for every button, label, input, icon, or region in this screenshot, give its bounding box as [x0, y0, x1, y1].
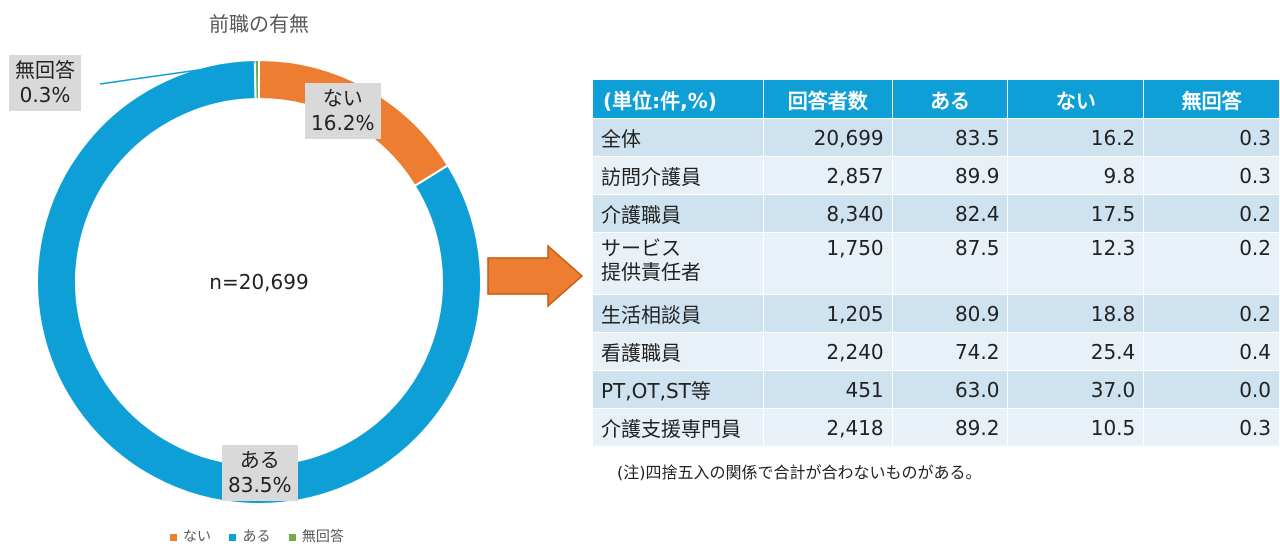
data-label-nai: ない 16.2% [305, 83, 381, 139]
legend-label-nai: ない [183, 529, 211, 545]
cell-nai: 10.5 [1007, 408, 1145, 447]
table-row: 生活相談員 1,205 80.9 18.8 0.2 [592, 294, 1280, 333]
table-row: 介護支援専門員 2,418 89.2 10.5 0.3 [592, 408, 1280, 447]
legend-item-noanswer: 無回答 [288, 529, 344, 545]
cell-nai: 16.2 [1007, 118, 1145, 157]
cell-respondents: 2,857 [762, 156, 893, 195]
legend-item-nai: ない [170, 529, 211, 545]
header-unit: (単位:件,%) [592, 79, 764, 119]
cell-respondents: 20,699 [762, 118, 893, 157]
table-row: 介護職員 8,340 82.4 17.5 0.2 [592, 194, 1280, 233]
legend-label-aru: ある [242, 529, 271, 545]
table-header-row: (単位:件,%) 回答者数 ある ない 無回答 [592, 79, 1280, 119]
leader-line-noanswer [99, 61, 256, 85]
cell-nai: 18.8 [1007, 294, 1145, 333]
data-label-aru: ある 83.5% [222, 445, 298, 501]
row-name: PT,OT,ST等 [592, 370, 764, 409]
cell-respondents: 1,205 [762, 294, 893, 333]
legend-swatch-noanswer [288, 533, 296, 541]
row-name: 全体 [592, 118, 764, 157]
header-nai: ない [1007, 79, 1145, 119]
chart-legend: ない ある 無回答 [170, 526, 358, 546]
cell-respondents: 1,750 [762, 232, 893, 295]
cell-nai: 12.3 [1007, 232, 1145, 295]
data-label-noanswer: 無回答 0.3% [9, 55, 81, 111]
row-name: 介護職員 [592, 194, 764, 233]
table-row: 全体 20,699 83.5 16.2 0.3 [592, 118, 1280, 157]
cell-aru: 74.2 [891, 332, 1009, 371]
cell-noanswer: 0.3 [1143, 156, 1280, 195]
row-name: サービス 提供責任者 [592, 232, 764, 295]
cell-noanswer: 0.2 [1143, 294, 1280, 333]
cell-noanswer: 0.2 [1143, 232, 1280, 295]
cell-respondents: 8,340 [762, 194, 893, 233]
cell-aru: 89.2 [891, 408, 1009, 447]
cell-respondents: 2,418 [762, 408, 893, 447]
legend-item-aru: ある [229, 529, 270, 545]
row-name: 訪問介護員 [592, 156, 764, 195]
donut-center-label: n=20,699 [209, 270, 309, 294]
cell-aru: 83.5 [891, 118, 1009, 157]
cell-nai: 17.5 [1007, 194, 1145, 233]
cell-aru: 87.5 [891, 232, 1009, 295]
cell-noanswer: 0.3 [1143, 118, 1280, 157]
data-label-noanswer-value: 0.3% [19, 83, 71, 107]
header-noanswer: 無回答 [1143, 79, 1280, 119]
right-arrow-icon [487, 244, 584, 308]
data-label-nai-category: ない [322, 86, 363, 110]
cell-noanswer: 0.2 [1143, 194, 1280, 233]
row-name-line2: 提供責任者 [601, 260, 701, 284]
header-aru: ある [891, 79, 1009, 119]
cell-aru: 63.0 [891, 370, 1009, 409]
cell-respondents: 2,240 [762, 332, 893, 371]
legend-swatch-nai [170, 533, 177, 541]
header-respondents: 回答者数 [762, 79, 893, 119]
cell-nai: 25.4 [1007, 332, 1145, 371]
donut-slice-noanswer [253, 58, 260, 101]
table-row: 訪問介護員 2,857 89.9 9.8 0.3 [592, 156, 1280, 195]
cell-nai: 37.0 [1007, 370, 1145, 409]
table-footnote: (注)四捨五入の関係で合計が合わないものがある。 [617, 463, 982, 482]
table-row: 看護職員 2,240 74.2 25.4 0.4 [592, 332, 1280, 371]
cell-nai: 9.8 [1007, 156, 1145, 195]
data-label-nai-value: 16.2% [311, 111, 375, 135]
data-label-noanswer-category: 無回答 [15, 58, 75, 82]
cell-aru: 82.4 [891, 194, 1009, 233]
cell-noanswer: 0.3 [1143, 408, 1280, 447]
row-name: 看護職員 [592, 332, 764, 371]
table-row: PT,OT,ST等 451 63.0 37.0 0.0 [592, 370, 1280, 409]
legend-swatch-aru [229, 533, 237, 541]
data-table: (単位:件,%) 回答者数 ある ない 無回答 全体 20,699 83.5 1… [592, 79, 1280, 447]
cell-respondents: 451 [762, 370, 893, 409]
chart-title: 前職の有無 [209, 12, 309, 36]
table-row: サービス 提供責任者 1,750 87.5 12.3 0.2 [592, 232, 1280, 295]
row-name: 生活相談員 [592, 294, 764, 333]
cell-noanswer: 0.4 [1143, 332, 1280, 371]
cell-aru: 89.9 [891, 156, 1009, 195]
cell-noanswer: 0.0 [1143, 370, 1280, 409]
row-name-line1: サービス [601, 236, 681, 260]
row-name: 介護支援専門員 [592, 408, 764, 447]
cell-aru: 80.9 [891, 294, 1009, 333]
legend-label-noanswer: 無回答 [301, 529, 344, 545]
data-label-aru-category: ある [239, 448, 280, 472]
data-label-aru-value: 83.5% [228, 473, 292, 497]
donut-slice-aru [36, 59, 482, 505]
